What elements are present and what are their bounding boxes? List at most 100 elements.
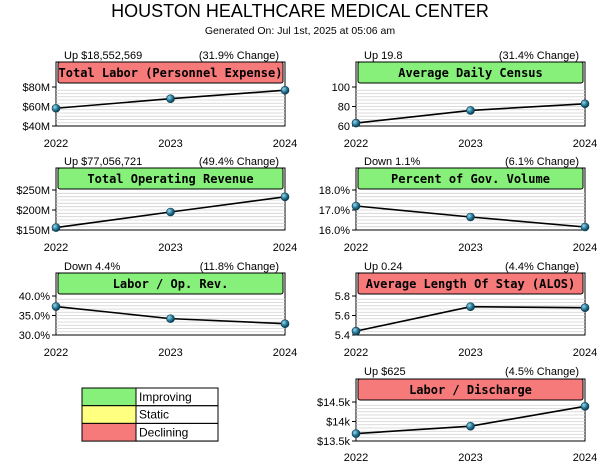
legend-swatch <box>81 387 137 407</box>
metric-title: Average Length Of Stay (ALOS) <box>366 277 576 291</box>
x-tick-label: 2023 <box>458 452 482 464</box>
change-label: Up 19.8 <box>364 50 403 62</box>
y-tick-label: $250M <box>16 185 50 197</box>
x-tick-label: 2023 <box>158 347 182 359</box>
x-tick-label: 2022 <box>344 138 368 150</box>
x-tick-label: 2022 <box>44 347 68 359</box>
y-tick-label: 30.0% <box>19 330 50 342</box>
x-tick-label: 2023 <box>158 242 182 254</box>
change-label: Up $18,552,569 <box>64 50 142 62</box>
data-point <box>280 319 290 328</box>
y-tick-label: 35.0% <box>19 311 50 323</box>
legend: Improving Static Declining <box>81 387 219 442</box>
x-tick-label: 2024 <box>573 242 597 254</box>
metric-title-box <box>357 378 584 401</box>
data-point <box>166 314 175 323</box>
data-point <box>166 94 175 103</box>
change-label: Down 4.4% <box>64 261 120 273</box>
metric-title: Percent of Gov. Volume <box>391 172 550 186</box>
chart-panel: Down 4.4% (11.8% Change) 30.0% 35.0% 40.0% La… <box>19 261 297 359</box>
legend-label: Static <box>139 408 169 422</box>
data-point <box>351 326 361 336</box>
change-label: Up $77,056,721 <box>64 156 142 168</box>
y-tick-label: 60 <box>338 121 350 133</box>
y-tick-label: $200M <box>16 205 50 217</box>
legend-label: Improving <box>139 390 192 404</box>
percent-change-label: (11.8% Change) <box>200 261 279 273</box>
y-tick-label: 16.0% <box>319 225 350 237</box>
y-tick-label: $14k <box>326 417 350 429</box>
legend-items: Improving Static Declining <box>81 387 219 442</box>
y-tick-label: 100 <box>332 82 350 94</box>
metric-title-box <box>357 272 584 295</box>
metric-title: Total Labor (Personnel Expense) <box>59 66 283 80</box>
percent-change-label: (4.5% Change) <box>505 366 579 378</box>
report-subtitle: Generated On: Jul 1st, 2025 at 05:06 am <box>205 25 396 37</box>
y-tick-label: $13.5k <box>317 436 351 448</box>
chart-panel: Up $625 (4.5% Change) $13.5k $14k $14.5k Labo… <box>317 366 597 464</box>
metric-title: Total Operating Revenue <box>87 172 253 186</box>
percent-change-label: (31.9% Change) <box>199 50 279 62</box>
legend-swatch <box>81 405 137 424</box>
data-point <box>580 303 590 313</box>
data-point <box>51 223 61 232</box>
percent-change-label: (49.4% Change) <box>199 156 279 168</box>
data-point <box>51 103 61 113</box>
data-point <box>580 401 590 411</box>
x-tick-label: 2023 <box>458 242 482 254</box>
x-tick-label: 2022 <box>344 347 368 359</box>
y-tick-label: $60M <box>22 102 50 114</box>
metric-title: Labor / Op. Rev. <box>113 277 229 291</box>
data-point <box>166 207 175 217</box>
change-label: Up $625 <box>364 366 406 378</box>
x-tick-label: 2022 <box>44 138 68 150</box>
data-point <box>351 118 361 128</box>
percent-change-label: (6.1% Change) <box>505 156 579 168</box>
legend-swatch <box>81 422 137 442</box>
y-tick-label: $14.5k <box>317 397 351 409</box>
x-tick-label: 2023 <box>158 138 182 150</box>
x-tick-label: 2022 <box>44 242 68 254</box>
y-tick-label: 17.0% <box>319 205 350 217</box>
x-tick-label: 2022 <box>344 242 368 254</box>
change-label: Up 0.24 <box>364 261 403 273</box>
x-tick-label: 2024 <box>273 138 297 150</box>
y-tick-label: 18.0% <box>319 185 350 197</box>
data-point <box>466 421 475 431</box>
metric-title-box <box>357 61 584 84</box>
y-tick-label: 80 <box>338 102 350 114</box>
report-title: HOUSTON HEALTHCARE MEDICAL CENTER <box>111 1 489 21</box>
data-point <box>51 302 61 311</box>
metric-title: Average Daily Census <box>398 66 543 80</box>
chart-panel: Up 0.24 (4.4% Change) 5.4 5.6 5.8 Average Len… <box>335 261 598 359</box>
data-point <box>466 212 475 222</box>
data-point <box>580 99 590 109</box>
data-point <box>351 201 361 211</box>
chart-panels: Up $18,552,569 (31.9% Change) $40M $60M $80M… <box>16 50 597 464</box>
chart-panel: Up $77,056,721 (49.4% Change) $150M $200M $2… <box>16 156 297 254</box>
y-tick-label: $80M <box>22 82 50 94</box>
chart-panel: Down 1.1% (6.1% Change) 16.0% 17.0% 18.0% Per… <box>319 156 597 254</box>
chart-panel: Up $18,552,569 (31.9% Change) $40M $60M $80M… <box>22 50 297 150</box>
y-tick-label: 5.6 <box>335 311 350 323</box>
data-point <box>580 222 590 232</box>
x-tick-label: 2023 <box>458 138 482 150</box>
data-point <box>280 192 290 202</box>
data-point <box>280 85 290 95</box>
y-tick-label: $40M <box>22 121 50 133</box>
legend-cell <box>135 422 219 442</box>
y-tick-label: 40.0% <box>19 291 50 303</box>
percent-change-label: (4.4% Change) <box>505 261 579 273</box>
metric-title-box <box>357 167 584 190</box>
change-label: Down 1.1% <box>364 156 420 168</box>
y-tick-label: $150M <box>16 225 50 237</box>
percent-change-label: (31.4% Change) <box>499 50 579 62</box>
y-tick-label: 5.4 <box>335 330 350 342</box>
x-tick-label: 2022 <box>344 452 368 464</box>
metric-title-box <box>57 272 284 295</box>
x-tick-label: 2024 <box>573 347 597 359</box>
x-tick-label: 2024 <box>573 138 597 150</box>
legend-label: Declining <box>139 425 188 439</box>
x-tick-label: 2023 <box>458 347 482 359</box>
